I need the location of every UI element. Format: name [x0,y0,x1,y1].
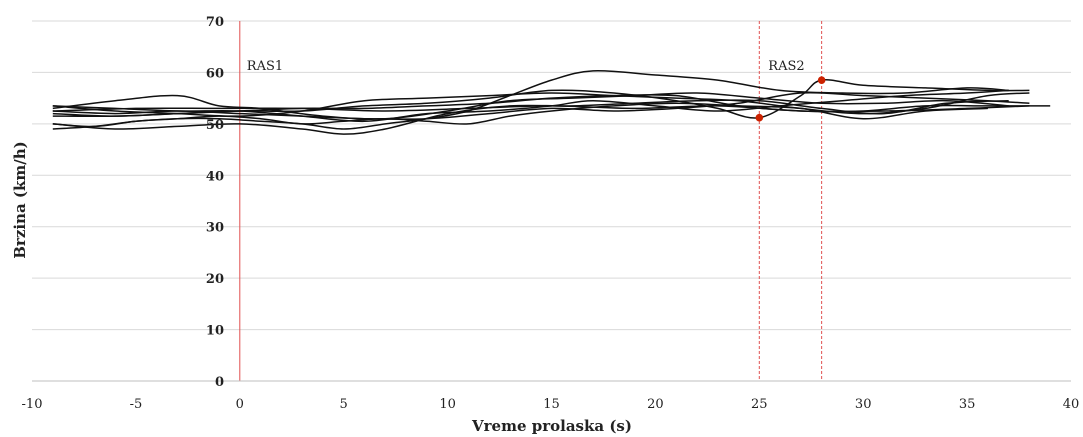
x-tick-label: 25 [751,397,768,412]
series-line-8 [52,102,988,128]
y-tick-label: 40 [206,169,224,184]
reference-lines [239,21,823,381]
x-tick-label: -10 [22,397,43,412]
x-tick-label: -5 [130,397,143,412]
x-tick-label: 40 [1063,397,1080,412]
x-tick-label: 5 [340,397,348,412]
marker-point-2 [817,76,826,84]
x-tick-label: 35 [959,397,976,412]
x-axis-title: Vreme prolaska (s) [471,417,632,435]
y-tick-label: 50 [206,118,224,133]
markers [755,76,826,122]
series-line-5 [52,93,1051,118]
x-tick-label: 20 [647,397,664,412]
x-tick-label: 15 [543,397,560,412]
x-tick-label: 10 [439,397,456,412]
series-line-6 [52,99,1009,135]
annotation-ras1: RAS1 [247,59,283,74]
series-lines [52,70,1051,135]
y-tick-label: 10 [206,324,224,339]
y-tick-label: 30 [206,221,224,236]
x-tick-label: 0 [236,397,244,412]
y-tick-label: 70 [206,15,224,30]
series-line-4 [52,92,1009,120]
y-tick-label: 20 [206,272,224,287]
y-tick-label: 60 [206,66,224,81]
series-line-9 [52,91,1030,120]
series-line-10 [52,105,1030,113]
gridlines [32,20,1071,331]
labels: 0 10 20 30 40 50 60 70 -10 -5 0 5 10 15 20 25 30 35 40 RAS1… [22,15,1080,412]
y-tick-label: 0 [215,375,224,390]
y-axis-title: Brzina (km/h) [11,141,29,259]
marker-point-1 [755,113,764,122]
annotation-ras2: RAS2 [768,59,804,74]
x-tick-label: 30 [855,397,872,412]
